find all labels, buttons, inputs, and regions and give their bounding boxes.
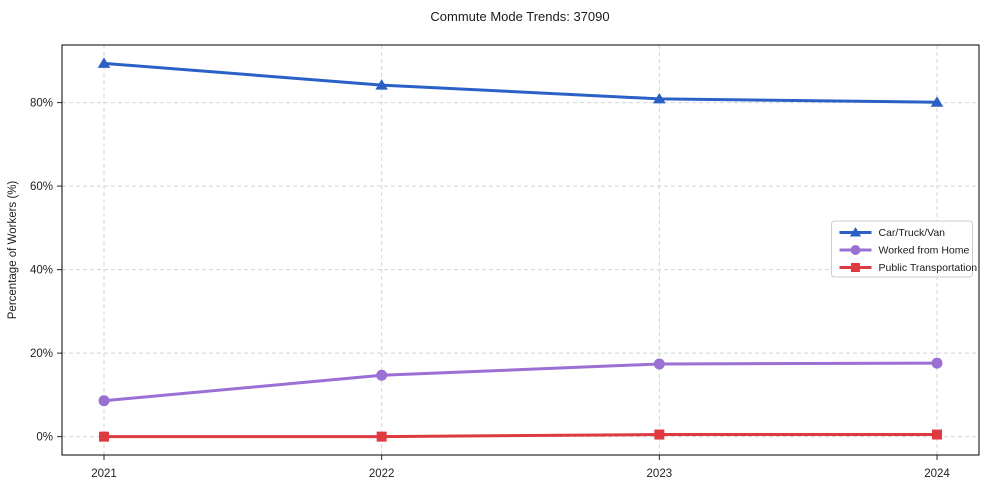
chart-title: Commute Mode Trends: 37090 — [430, 9, 609, 24]
legend-item: Public Transportation — [839, 262, 978, 274]
data-point-marker-square — [376, 431, 387, 442]
legend-item: Worked from Home — [839, 245, 970, 257]
data-point-marker-square — [99, 431, 109, 442]
y-tick-label: 0% — [36, 432, 53, 444]
y-tick-label: 60% — [30, 181, 53, 193]
y-tick-label: 40% — [30, 265, 53, 277]
data-point-marker-square — [932, 429, 942, 440]
legend-label: Worked from Home — [879, 245, 970, 257]
series-line — [102, 433, 939, 439]
legend: Car/Truck/Van Worked from Home Public Tran… — [831, 220, 978, 278]
x-tick-label: 2023 — [647, 468, 673, 480]
series-line — [102, 361, 939, 403]
y-tick-label: 20% — [30, 348, 53, 360]
legend-item: Car/Truck/Van — [839, 227, 946, 239]
data-point-marker-square — [654, 429, 665, 440]
data-point-marker-circle — [376, 369, 388, 381]
data-point-marker-circle — [98, 395, 110, 407]
data-series — [97, 57, 944, 442]
y-axis-label: Percentage of Workers (%) — [7, 181, 19, 320]
data-point-marker-triangle — [375, 79, 388, 90]
data-point-marker-circle — [850, 245, 861, 255]
legend-box — [831, 220, 973, 278]
plot-border — [61, 44, 980, 456]
data-point-marker-triangle — [849, 227, 862, 237]
data-point-marker-triangle — [653, 92, 666, 104]
legend-label: Public Transportation — [879, 262, 978, 274]
data-point-marker-triangle — [97, 57, 111, 68]
data-point-marker-circle — [653, 358, 665, 370]
data-point-marker-triangle — [930, 96, 944, 107]
x-tick-label: 2022 — [369, 468, 395, 480]
axis-ticks — [57, 102, 938, 460]
data-point-marker-circle — [931, 357, 943, 369]
x-tick-label: 2021 — [91, 468, 117, 480]
data-point-marker-square — [851, 263, 860, 272]
tick-labels: 0% 20% 40% 60% 80% 2021 2022 2023 2024 — [30, 98, 950, 480]
x-tick-label: 2024 — [924, 468, 950, 480]
y-tick-label: 80% — [30, 98, 53, 110]
series-line — [102, 61, 939, 104]
legend-label: Car/Truck/Van — [879, 227, 946, 239]
